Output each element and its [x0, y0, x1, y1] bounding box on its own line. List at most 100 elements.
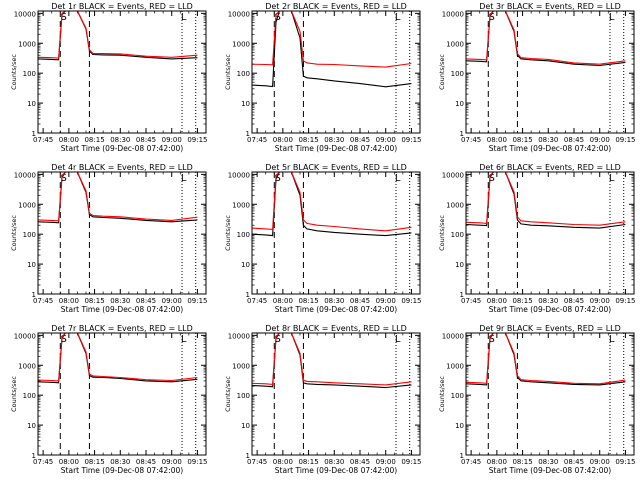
x-tick-label: 09:15	[615, 136, 635, 144]
y-tick-label: 100	[237, 392, 250, 400]
y-tick-label: 100	[23, 392, 36, 400]
marker-letter: S	[275, 334, 281, 345]
chart-title: Det 8r BLACK = Events, RED = LLD	[265, 324, 407, 333]
y-tick-label: 1	[246, 130, 250, 138]
series-group	[252, 172, 412, 237]
y-tick-label: 100	[451, 70, 464, 78]
x-tick-label: 08:30	[538, 297, 558, 305]
marker-letter: L	[609, 334, 615, 345]
y-tick-label: 1	[460, 452, 464, 460]
y-tick-label: 10	[27, 100, 36, 108]
chart-title: Det 7r BLACK = Events, RED = LLD	[51, 324, 193, 333]
series-group	[466, 11, 626, 67]
marker-letter: S	[275, 173, 281, 184]
y-tick-label: 1000	[446, 362, 464, 370]
x-tick-label: 09:00	[376, 458, 396, 466]
x-tick-label: 09:00	[590, 458, 610, 466]
chart-panel: Det 6r BLACK = Events, RED = LLD 1 10 100 10…	[438, 163, 636, 314]
chart-title: Det 5r BLACK = Events, RED = LLD	[265, 163, 407, 172]
x-tick-label: 08:15	[298, 297, 318, 305]
series-group	[38, 11, 198, 61]
x-tick-label: 07:45	[247, 136, 267, 144]
lld-series-line	[466, 172, 626, 226]
x-tick-label: 07:45	[461, 136, 481, 144]
x-tick-label: 09:15	[401, 136, 421, 144]
chart-panel: Det 9r BLACK = Events, RED = LLD 1 10 100 10…	[438, 324, 636, 475]
plot-frame	[37, 171, 207, 295]
x-tick-label: 08:15	[84, 297, 104, 305]
lld-series-line	[466, 11, 626, 65]
x-tick-label: 08:30	[324, 136, 344, 144]
y-tick-label: 100	[23, 70, 36, 78]
y-tick-label: 10	[27, 261, 36, 269]
chart-title: Det 4r BLACK = Events, RED = LLD	[51, 163, 193, 172]
x-tick-label: 08:00	[487, 136, 507, 144]
y-tick-label: 10	[455, 422, 464, 430]
x-axis-label: Start Time (09-Dec-08 07:42:00)	[275, 144, 397, 153]
x-tick-label: 08:15	[84, 136, 104, 144]
chart-title: Det 6r BLACK = Events, RED = LLD	[479, 163, 621, 172]
plot-frame	[37, 332, 207, 456]
x-tick-label: 07:45	[461, 297, 481, 305]
chart-panel: Det 5r BLACK = Events, RED = LLD 1 10 100 10…	[224, 163, 422, 314]
plot-frame	[251, 332, 421, 456]
x-axis-label: Start Time (09-Dec-08 07:42:00)	[61, 144, 183, 153]
x-tick-label: 09:15	[401, 458, 421, 466]
x-tick-label: 08:30	[110, 458, 130, 466]
chart-panel: Det 2r BLACK = Events, RED = LLD 1 10 100 10…	[224, 2, 422, 153]
chart-panel: Det 7r BLACK = Events, RED = LLD 1 10 100 10…	[10, 324, 208, 475]
x-axis-label: Start Time (09-Dec-08 07:42:00)	[275, 305, 397, 314]
y-tick-label: 10	[241, 422, 250, 430]
chart-title: Det 3r BLACK = Events, RED = LLD	[479, 2, 621, 11]
series-group	[252, 11, 412, 88]
x-tick-label: 07:45	[247, 297, 267, 305]
x-axis-label: Start Time (09-Dec-08 07:42:00)	[489, 305, 611, 314]
x-tick-label: 08:00	[59, 458, 79, 466]
y-tick-label: 1	[32, 452, 36, 460]
chart-title: Det 9r BLACK = Events, RED = LLD	[479, 324, 621, 333]
y-axis-label: Counts/sec	[224, 54, 232, 90]
x-tick-label: 08:00	[59, 297, 79, 305]
lld-series-line	[466, 333, 626, 385]
x-tick-label: 09:00	[590, 297, 610, 305]
x-tick-label: 09:00	[590, 136, 610, 144]
marker-letter: L	[609, 12, 615, 23]
y-tick-label: 1000	[232, 362, 250, 370]
x-tick-label: 07:45	[33, 136, 53, 144]
lld-series-line	[252, 333, 412, 386]
x-tick-label: 08:45	[564, 458, 584, 466]
marker-letter: S	[61, 334, 67, 345]
x-tick-label: 07:45	[247, 458, 267, 466]
y-tick-label: 10000	[228, 332, 250, 340]
y-tick-label: 10000	[442, 171, 464, 179]
plot-frame	[465, 332, 635, 456]
y-tick-label: 10000	[442, 10, 464, 18]
y-axis-label: Counts/sec	[224, 215, 232, 251]
x-tick-label: 08:30	[538, 136, 558, 144]
marker-letter: L	[181, 334, 187, 345]
events-series-line	[252, 11, 412, 88]
y-tick-label: 10000	[14, 332, 36, 340]
marker-letter: L	[395, 173, 401, 184]
y-tick-label: 10000	[14, 171, 36, 179]
y-tick-label: 1000	[232, 40, 250, 48]
x-axis-label: Start Time (09-Dec-08 07:42:00)	[489, 466, 611, 475]
x-tick-label: 08:15	[298, 136, 318, 144]
lld-series-line	[252, 11, 412, 68]
x-axis-label: Start Time (09-Dec-08 07:42:00)	[489, 144, 611, 153]
y-axis-label: Counts/sec	[224, 376, 232, 412]
x-tick-label: 09:00	[376, 297, 396, 305]
y-tick-label: 10000	[228, 171, 250, 179]
plot-frame	[465, 10, 635, 134]
x-tick-label: 09:00	[162, 458, 182, 466]
lld-series-line	[38, 172, 198, 222]
y-axis-label: Counts/sec	[438, 54, 446, 90]
chart-panel: Det 4r BLACK = Events, RED = LLD 1 10 100 10…	[10, 163, 208, 314]
marker-letter: S	[489, 334, 495, 345]
chart-panel: Det 3r BLACK = Events, RED = LLD 1 10 100 10…	[438, 2, 636, 153]
x-tick-label: 08:45	[564, 297, 584, 305]
y-axis-label: Counts/sec	[438, 215, 446, 251]
x-tick-label: 08:00	[59, 136, 79, 144]
y-axis-label: Counts/sec	[10, 215, 18, 251]
